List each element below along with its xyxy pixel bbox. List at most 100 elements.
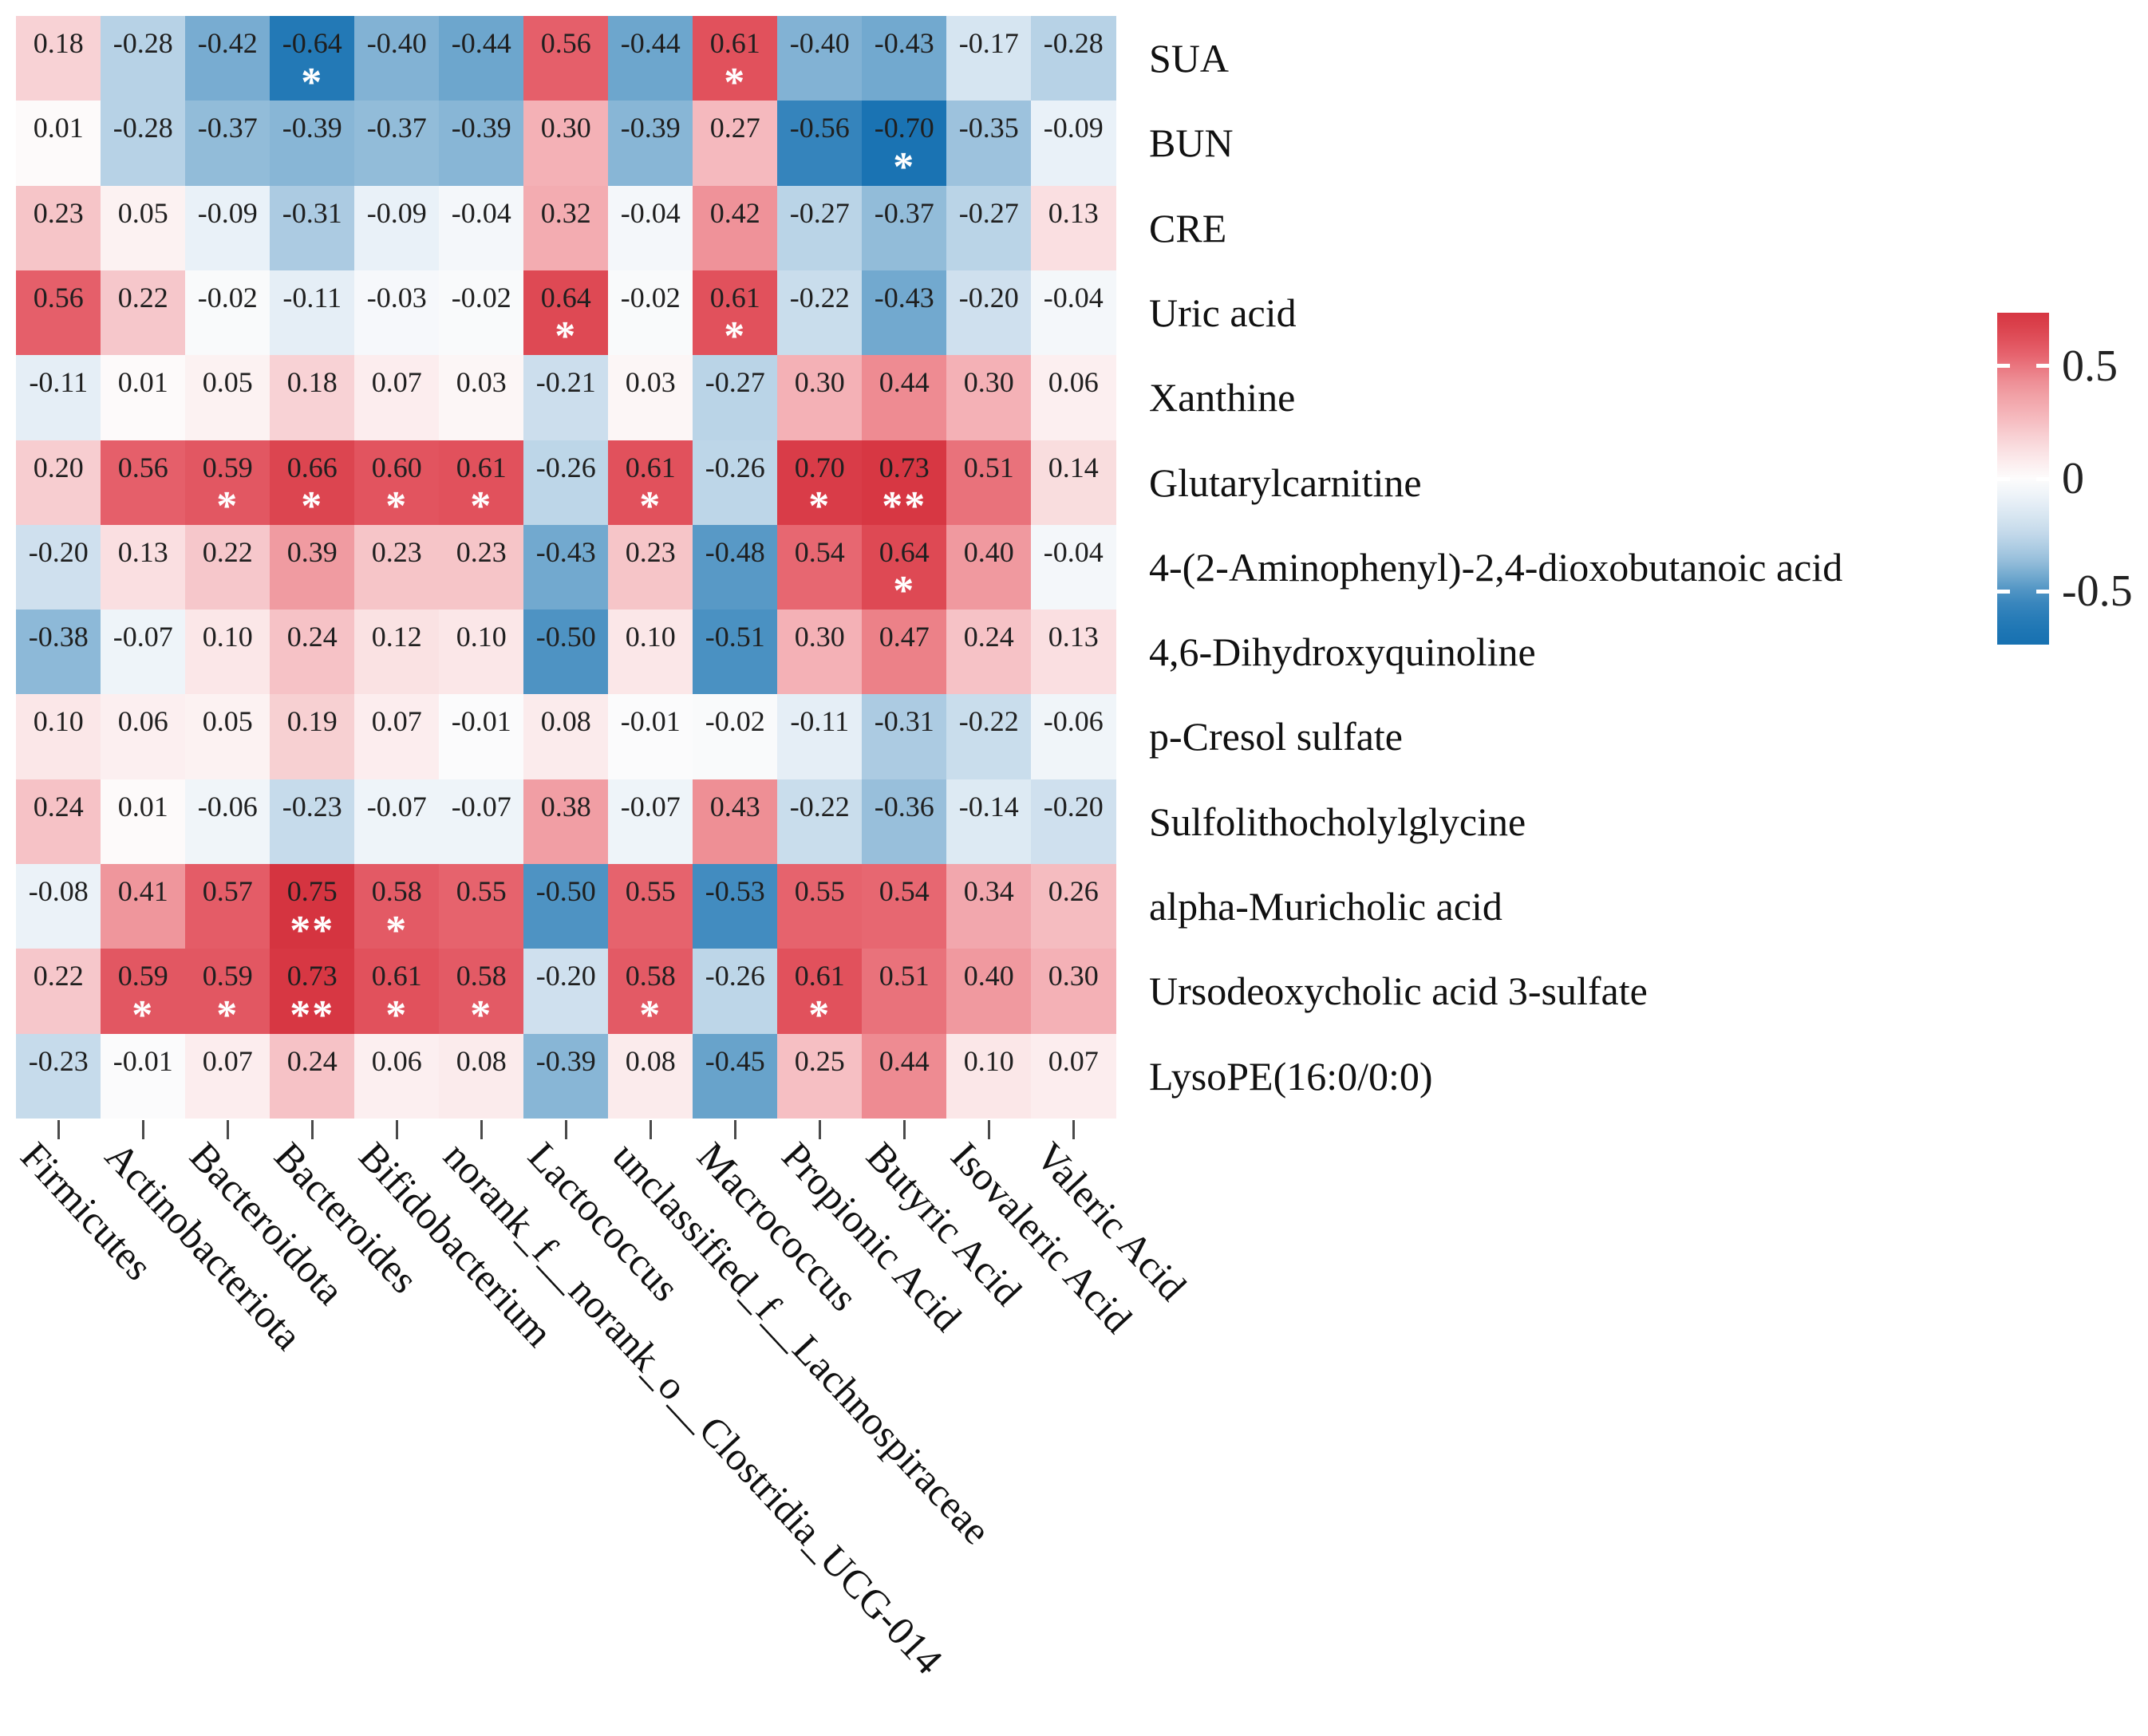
heatmap-cell: 0.10: [185, 610, 270, 695]
cell-value: -0.28: [113, 112, 173, 144]
cell-value: -0.11: [790, 705, 850, 738]
heatmap-cell: -0.50: [523, 864, 609, 949]
heatmap-cell: 0.24: [270, 1033, 355, 1119]
cell-value: 0.10: [625, 621, 676, 653]
heatmap-cell: -0.44: [439, 16, 524, 101]
cell-value: -0.27: [789, 196, 850, 229]
heatmap-cell: 0.59 *: [185, 440, 270, 530]
cell-value: 0.34: [963, 875, 1014, 907]
significance-marker: *: [301, 483, 324, 530]
cell-value: 0.13: [117, 535, 168, 568]
heatmap-cell: 0.61 *: [777, 949, 863, 1037]
heatmap-cell: 0.47: [862, 610, 947, 695]
heatmap-cell: -0.01: [439, 694, 524, 780]
heatmap-cell: 0.61 *: [693, 270, 778, 359]
cell-value: 0.20: [33, 451, 84, 483]
heatmap-cell: -0.26: [523, 440, 609, 526]
heatmap-cell: -0.01: [101, 1033, 186, 1119]
heatmap-cell: -0.64 *: [270, 16, 355, 105]
heatmap-cell: 0.66 *: [270, 440, 355, 530]
heatmap-cell: 0.59 *: [101, 949, 186, 1037]
heatmap-cell: -0.53: [693, 864, 778, 949]
column-tick: [141, 1120, 144, 1139]
heatmap-cell: 0.23: [354, 524, 440, 610]
cell-value: -0.28: [113, 27, 173, 59]
cell-value: 0.23: [456, 535, 507, 568]
colorbar-tick: [2036, 476, 2049, 481]
cell-value: 0.75: [286, 875, 338, 907]
row-label: 4,6-Dihydroxyquinoline: [1149, 629, 1536, 675]
heatmap-cell: 0.06: [1031, 355, 1116, 440]
cell-value: 0.56: [33, 281, 84, 314]
cell-value: -0.43: [874, 281, 934, 314]
cell-value: 0.59: [117, 960, 168, 992]
significance-marker: *: [216, 483, 239, 530]
cell-value: 0.27: [709, 112, 760, 144]
cell-value: 0.08: [456, 1044, 507, 1077]
heatmap-cell: 0.23: [16, 185, 101, 271]
heatmap-cell: -0.22: [946, 694, 1032, 780]
heatmap-cell: 0.24: [270, 610, 355, 695]
cell-value: 0.01: [117, 790, 168, 823]
heatmap-cell: 0.19: [270, 694, 355, 780]
cell-value: 0.58: [456, 960, 507, 992]
cell-value: -0.27: [958, 196, 1019, 229]
heatmap-cell: -0.11: [270, 270, 355, 356]
heatmap-cell: 0.03: [608, 355, 693, 440]
heatmap-cell: 0.05: [185, 694, 270, 780]
cell-value: 0.01: [117, 366, 168, 399]
heatmap-cell: -0.06: [185, 779, 270, 865]
cell-value: -0.07: [366, 790, 427, 823]
cell-value: -0.09: [197, 196, 258, 229]
heatmap-cell: 0.10: [16, 694, 101, 780]
cell-value: 0.40: [963, 960, 1014, 992]
heatmap-cell: -0.06: [1031, 694, 1116, 780]
heatmap-cell: 0.24: [16, 779, 101, 865]
significance-marker: *: [385, 992, 409, 1038]
heatmap-cell: -0.39: [523, 1033, 609, 1119]
row-label: Sulfolithocholylglycine: [1149, 799, 1526, 844]
cell-value: -0.37: [197, 112, 258, 144]
heatmap-cell: 0.40: [946, 949, 1032, 1035]
cell-value: 0.44: [879, 366, 930, 399]
heatmap-cell: 0.06: [101, 694, 186, 780]
cell-value: 0.56: [540, 27, 591, 59]
cell-value: -0.01: [620, 705, 681, 738]
significance-marker: **: [290, 907, 335, 953]
cell-value: -0.39: [451, 112, 511, 144]
heatmap-cell: 0.01: [101, 355, 186, 440]
heatmap-cell: 0.23: [608, 524, 693, 610]
heatmap-cell: 0.25: [777, 1033, 863, 1119]
cell-value: 0.30: [1048, 960, 1099, 992]
heatmap-cell: -0.09: [185, 185, 270, 271]
heatmap-cell: 0.10: [608, 610, 693, 695]
cell-value: 0.40: [963, 535, 1014, 568]
cell-value: -0.07: [113, 621, 173, 653]
heatmap-cell: -0.04: [608, 185, 693, 271]
heatmap-cell: 0.18: [16, 16, 101, 101]
heatmap-cell: -0.22: [777, 779, 863, 865]
cell-value: 0.23: [625, 535, 676, 568]
cell-value: 0.61: [371, 960, 422, 992]
colorbar-tick-label: 0.5: [2062, 341, 2118, 391]
heatmap-cell: -0.36: [862, 779, 947, 865]
heatmap-cell: -0.20: [16, 524, 101, 610]
cell-value: 0.73: [286, 960, 338, 992]
heatmap-cell: 0.05: [185, 355, 270, 440]
cell-value: 0.05: [202, 705, 253, 738]
cell-value: -0.20: [535, 960, 596, 992]
cell-value: 0.23: [371, 535, 422, 568]
cell-value: -0.08: [28, 875, 89, 907]
cell-value: 0.39: [286, 535, 338, 568]
cell-value: -0.40: [789, 27, 850, 59]
heatmap-cell: 0.61 *: [608, 440, 693, 529]
heatmap-cell: -0.40: [354, 16, 440, 101]
heatmap-cell: 0.13: [1031, 610, 1116, 695]
heatmap-cell: -0.37: [862, 185, 947, 271]
heatmap-cell: -0.21: [523, 355, 609, 440]
heatmap-cell: 0.22: [16, 949, 101, 1035]
cell-value: -0.14: [958, 790, 1019, 823]
heatmap-cell: -0.27: [693, 355, 778, 440]
heatmap-cell: 0.23: [439, 524, 524, 610]
heatmap-cell: 0.08: [608, 1033, 693, 1119]
